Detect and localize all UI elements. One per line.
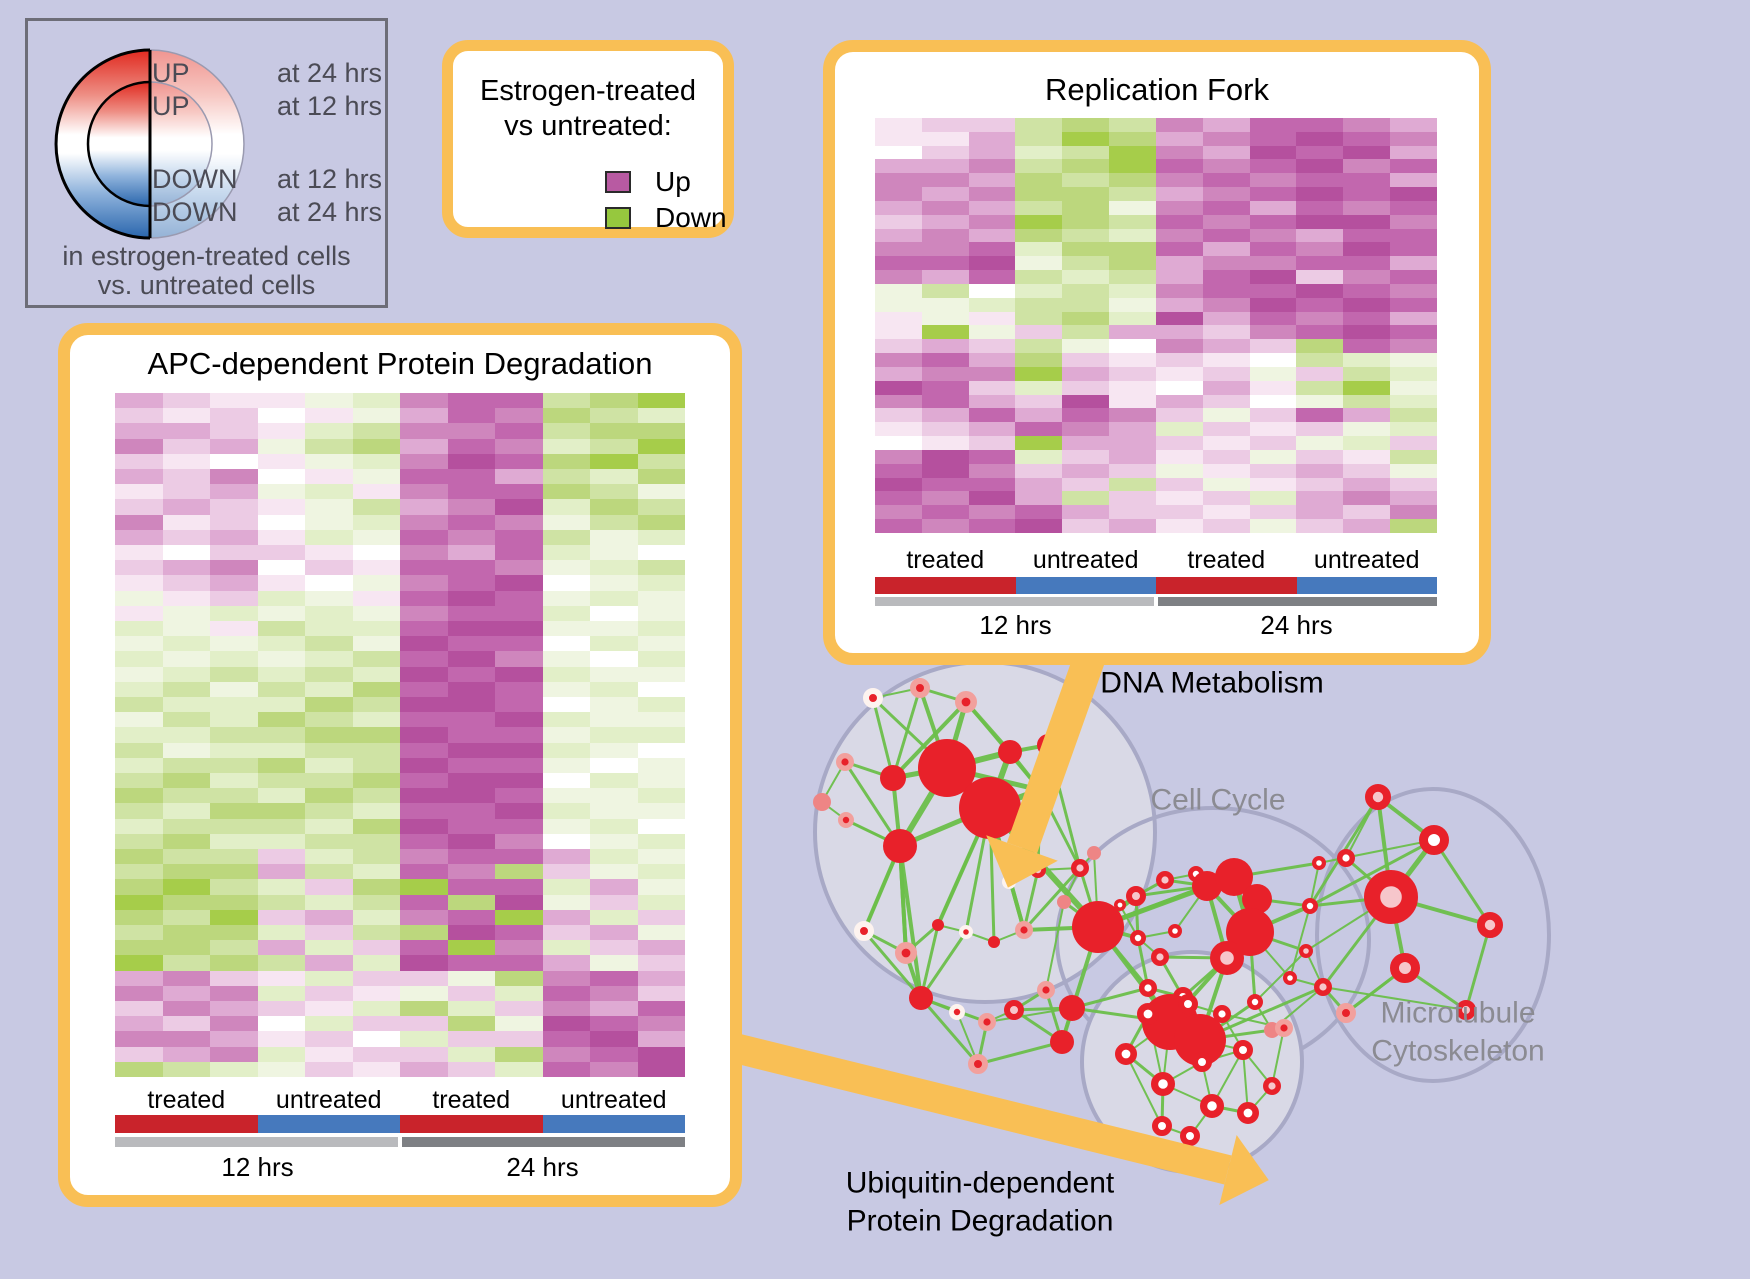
apc-time-bar bbox=[115, 1137, 685, 1147]
key-line-word-0: UP bbox=[152, 58, 190, 88]
apc-degradation-title: APC-dependent Protein Degradation bbox=[147, 346, 653, 381]
replication-fork-title: Replication Fork bbox=[1045, 72, 1269, 107]
apc-condition-color-bar bbox=[115, 1115, 685, 1133]
apc-24hrs-label: 24 hrs bbox=[506, 1152, 579, 1182]
key-line-time-0: at 24 hrs bbox=[277, 58, 383, 88]
apc-group-label-3: untreated bbox=[560, 1086, 667, 1114]
apc-group-label-0: treated bbox=[147, 1086, 226, 1114]
apc-group-labels: treated untreated treated untreated bbox=[115, 1086, 685, 1114]
ubiquitin-label-line1: Ubiquitin-dependent bbox=[845, 1166, 1115, 1200]
rf-condition-color-bar bbox=[875, 577, 1437, 594]
key-line-time-1: at 12 hrs bbox=[277, 91, 383, 121]
ubiquitin-label-line2: Protein Degradation bbox=[846, 1204, 1114, 1237]
rf-time-labels: 12 hrs 24 hrs bbox=[875, 610, 1437, 642]
rf-group-label-1: untreated bbox=[1032, 546, 1139, 574]
microtubule-label-line1: Microtubule bbox=[1380, 996, 1536, 1030]
apc-time-labels: 12 hrs 24 hrs bbox=[115, 1152, 685, 1184]
up-label: Up bbox=[655, 166, 691, 197]
down-label: Down bbox=[655, 202, 727, 233]
apc-12hrs-label: 12 hrs bbox=[221, 1152, 294, 1182]
rf-time-bar bbox=[875, 597, 1437, 606]
legend-item-down: Down bbox=[605, 202, 727, 234]
legend-item-up: Up bbox=[605, 166, 691, 198]
rf-group-label-3: untreated bbox=[1313, 546, 1420, 574]
up-down-ring-diagram bbox=[54, 48, 245, 240]
apc-heatmap bbox=[115, 393, 685, 1077]
rf-24hrs-label: 24 hrs bbox=[1260, 610, 1333, 640]
apc-group-label-2: treated bbox=[432, 1086, 511, 1114]
rf-group-label-2: treated bbox=[1187, 546, 1266, 574]
key-caption-line2: vs. untreated cells bbox=[97, 270, 316, 300]
rf-group-label-0: treated bbox=[906, 546, 985, 574]
updown-legend-panel bbox=[442, 40, 734, 238]
cell-cycle-label: Cell Cycle bbox=[1150, 783, 1286, 817]
replication-fork-heatmap bbox=[875, 118, 1437, 533]
rf-group-labels: treated untreated treated untreated bbox=[875, 546, 1437, 574]
key-line-time-3: at 24 hrs bbox=[277, 197, 383, 227]
microtubule-label-line2: Cytoskeleton bbox=[1371, 1034, 1545, 1067]
updown-legend-title-line1: Estrogen-treated bbox=[479, 75, 696, 107]
apc-group-label-1: untreated bbox=[275, 1086, 382, 1114]
key-line-word-1: UP bbox=[152, 91, 190, 121]
key-line-time-2: at 12 hrs bbox=[277, 164, 383, 194]
rf-12hrs-label: 12 hrs bbox=[979, 610, 1052, 640]
updown-legend-title: Estrogen-treated vs untreated: bbox=[452, 74, 724, 144]
up-color-swatch bbox=[605, 171, 631, 193]
dna-metabolism-label: DNA Metabolism bbox=[1100, 666, 1324, 700]
key-caption-line1: in estrogen-treated cells bbox=[62, 241, 351, 271]
key-line-word-3: DOWN bbox=[152, 197, 238, 227]
ubiquitin-degradation-label: Ubiquitin-dependent Protein Degradation bbox=[846, 1165, 1115, 1240]
updown-legend-title-line2: vs untreated: bbox=[504, 109, 672, 142]
key-line-word-2: DOWN bbox=[152, 164, 238, 194]
microtubule-cytoskeleton-label: Microtubule Cytoskeleton bbox=[1371, 995, 1544, 1070]
down-color-swatch bbox=[605, 207, 631, 229]
color-key-box bbox=[25, 18, 388, 308]
